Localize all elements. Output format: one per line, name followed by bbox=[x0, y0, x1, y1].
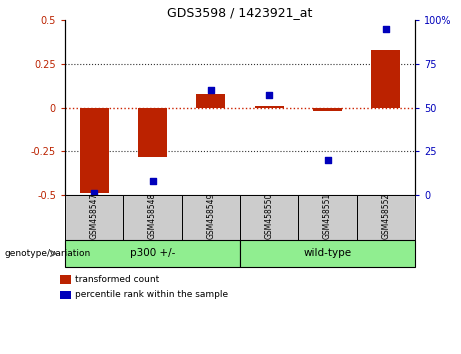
Point bbox=[324, 157, 331, 163]
Bar bbox=[80, 108, 109, 193]
Bar bbox=[196, 93, 225, 108]
Text: p300 +/-: p300 +/- bbox=[130, 249, 175, 258]
Text: GSM458551: GSM458551 bbox=[323, 193, 332, 239]
Bar bbox=[371, 50, 401, 108]
Text: transformed count: transformed count bbox=[75, 275, 159, 284]
Point bbox=[149, 178, 156, 184]
Point bbox=[266, 92, 273, 98]
Text: wild-type: wild-type bbox=[303, 249, 352, 258]
Text: genotype/variation: genotype/variation bbox=[5, 249, 91, 258]
Text: GSM458549: GSM458549 bbox=[207, 193, 215, 239]
Bar bbox=[313, 108, 342, 111]
Point bbox=[207, 87, 214, 93]
Text: GSM458548: GSM458548 bbox=[148, 193, 157, 239]
Text: GSM458552: GSM458552 bbox=[381, 193, 390, 239]
Text: percentile rank within the sample: percentile rank within the sample bbox=[75, 290, 228, 299]
Point bbox=[90, 190, 98, 196]
Text: GSM458550: GSM458550 bbox=[265, 193, 274, 239]
Bar bbox=[138, 108, 167, 156]
Point bbox=[382, 26, 390, 32]
Bar bbox=[254, 106, 284, 108]
Title: GDS3598 / 1423921_at: GDS3598 / 1423921_at bbox=[167, 6, 313, 19]
Text: GSM458547: GSM458547 bbox=[90, 193, 99, 239]
